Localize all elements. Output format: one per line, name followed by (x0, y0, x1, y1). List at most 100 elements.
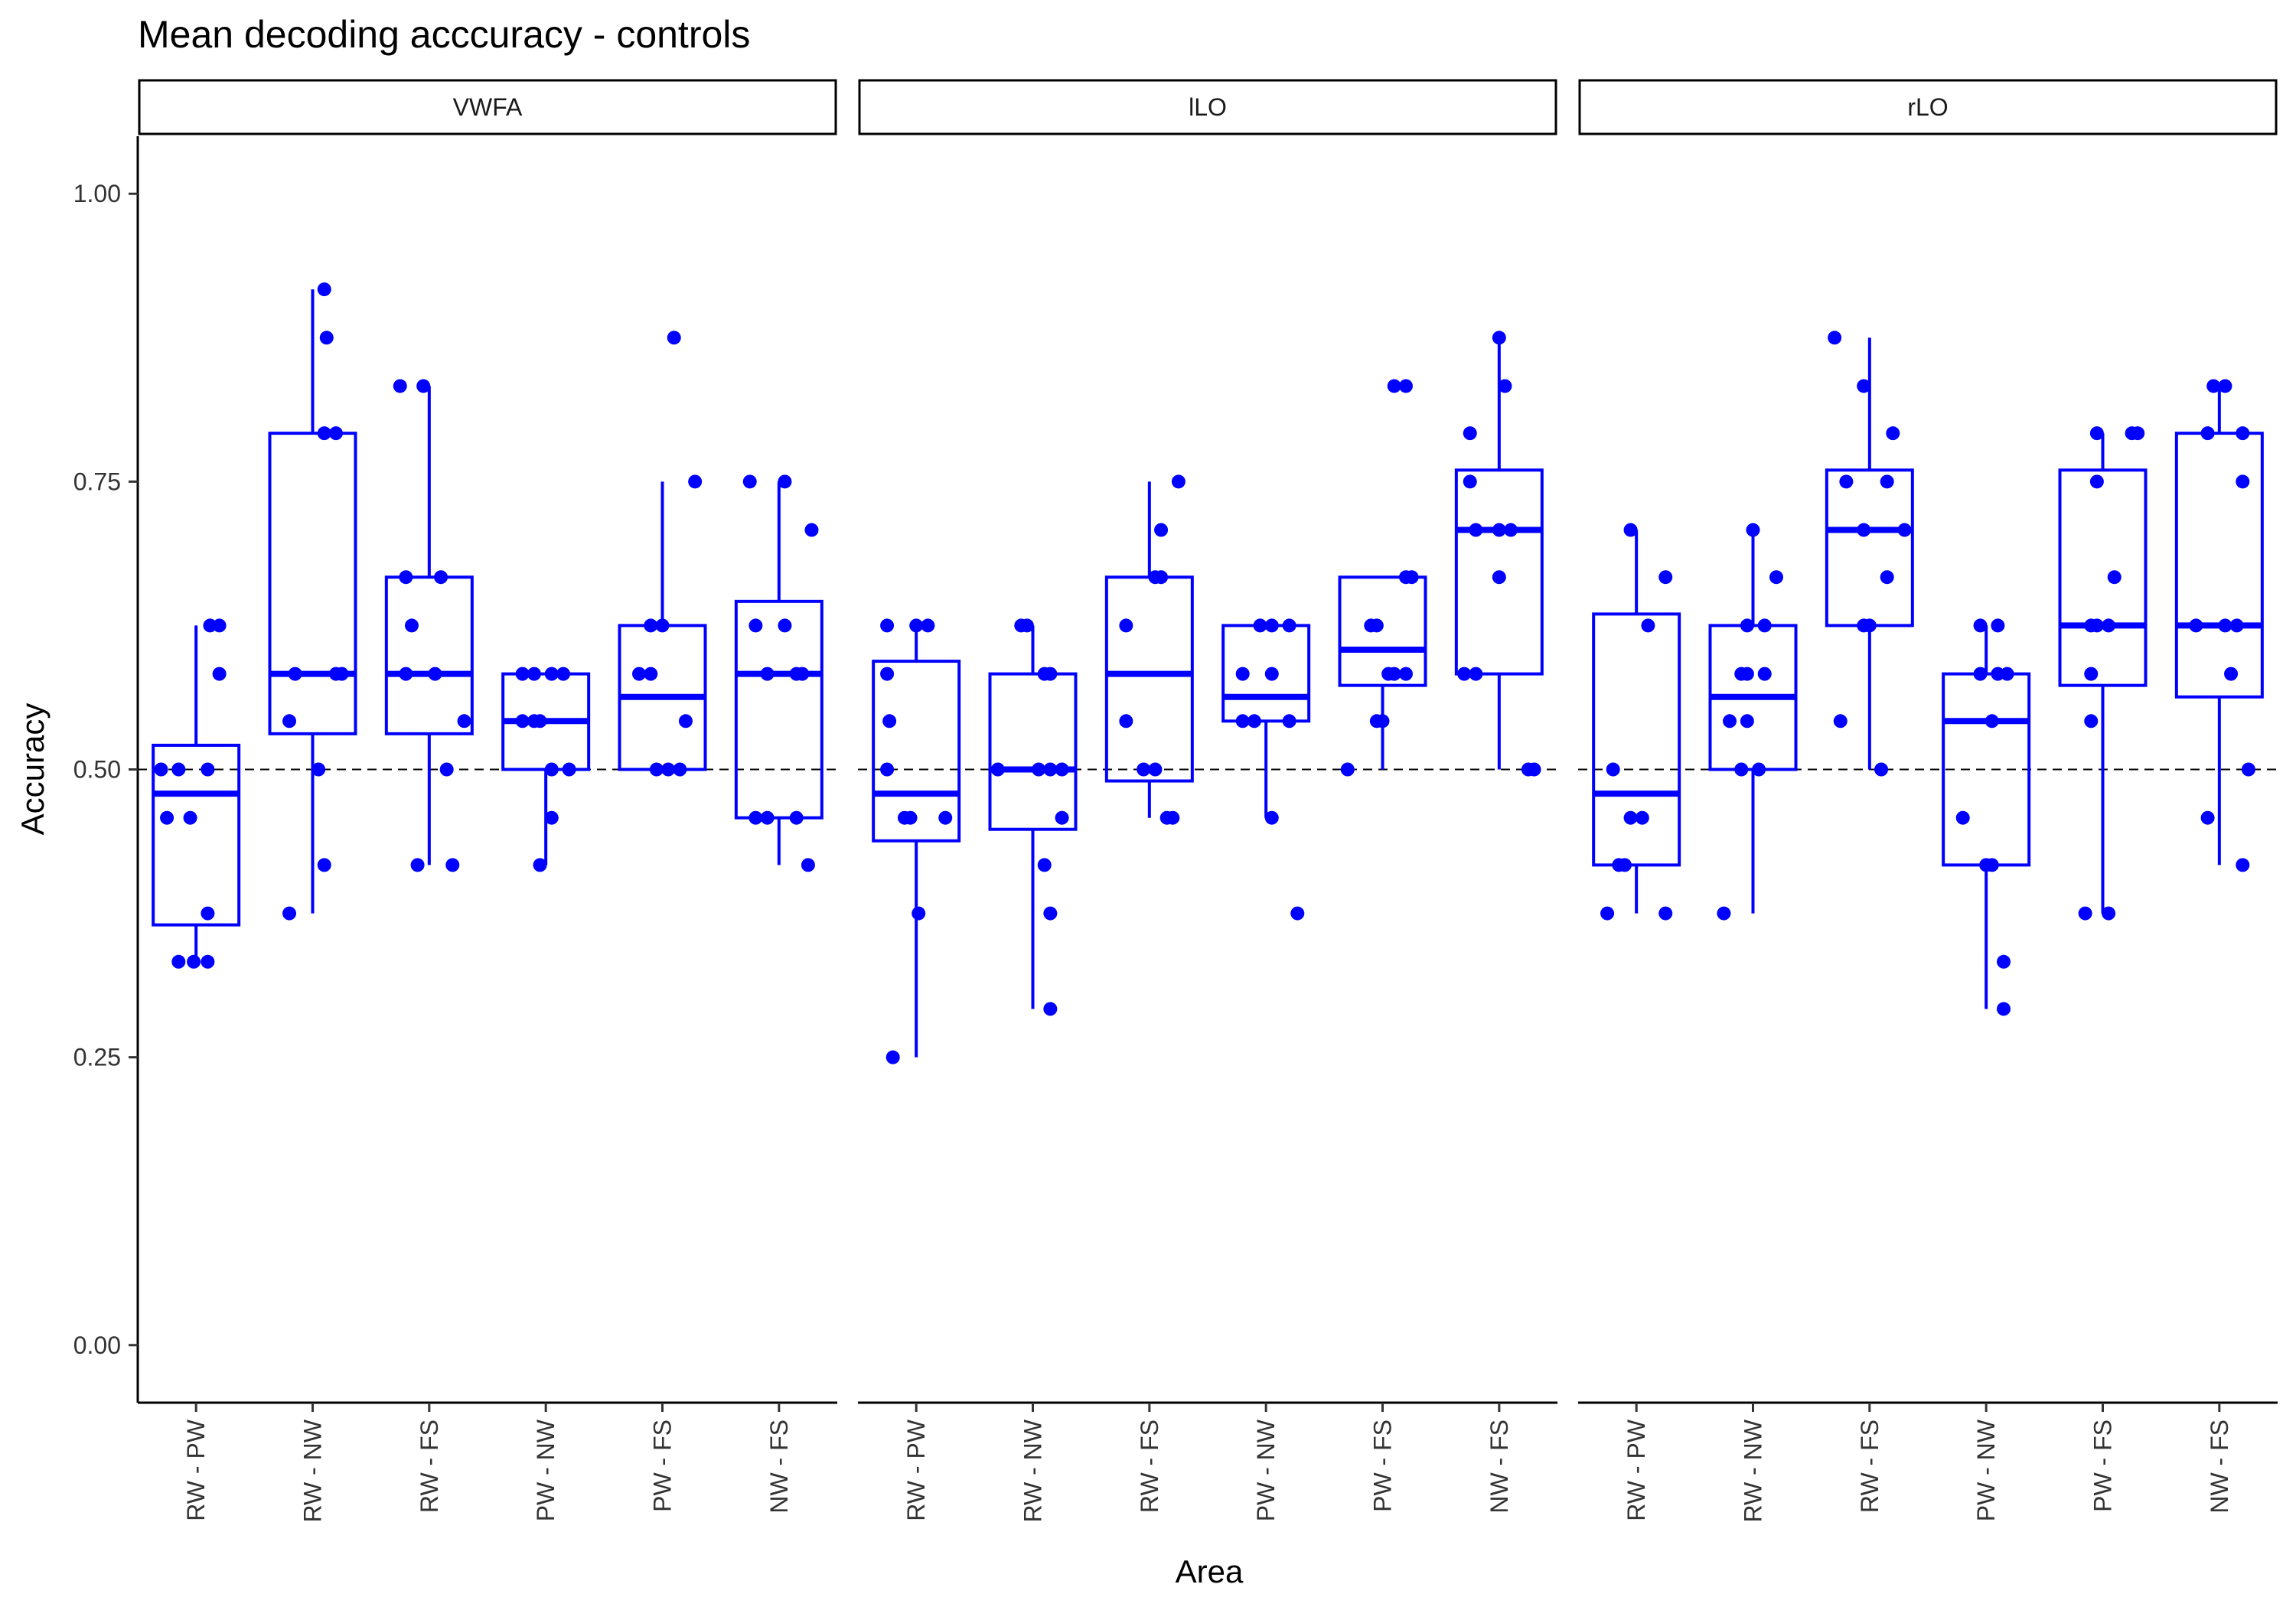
box (872, 660, 961, 843)
data-point (2084, 667, 2099, 681)
box-group (1708, 523, 1798, 921)
data-point (1723, 714, 1737, 729)
data-point (2206, 379, 2221, 393)
data-point (804, 523, 819, 537)
data-point (1043, 1002, 1058, 1016)
data-point (1492, 523, 1506, 537)
data-point (2102, 906, 2116, 921)
data-point (1043, 762, 1058, 777)
data-point (1973, 618, 1988, 633)
box-group (1825, 331, 1914, 777)
data-point (187, 954, 201, 969)
data-point (1740, 714, 1754, 729)
data-point (393, 379, 407, 393)
data-point (1247, 714, 1261, 729)
x-tick-label: RW - NW (1740, 1419, 1767, 1522)
data-point (1985, 858, 1999, 872)
data-point (2241, 762, 2255, 777)
x-tick-label: RW - PW (902, 1419, 930, 1521)
data-point (212, 618, 227, 633)
data-point (1375, 714, 1390, 729)
x-tick-label: PW - NW (1252, 1419, 1280, 1521)
box (734, 599, 823, 820)
data-point (748, 618, 763, 633)
data-point (632, 667, 647, 681)
x-tick-label: PW - FS (2089, 1420, 2117, 1512)
panels: VWFA RW - PW RW - NW RW - FS PW - NW PW - FS N… (138, 79, 2278, 1522)
x-tick-label: RW - NW (1019, 1419, 1047, 1522)
box (2174, 432, 2264, 699)
data-point (1264, 667, 1279, 681)
data-point (1828, 331, 1842, 345)
data-point (201, 906, 215, 921)
data-point (880, 618, 895, 633)
data-point (1398, 667, 1413, 681)
data-point (319, 331, 334, 345)
data-point (404, 618, 419, 633)
data-point (399, 667, 413, 681)
data-point (1148, 762, 1163, 777)
data-point (439, 762, 454, 777)
data-point (885, 1050, 900, 1064)
data-point (1032, 762, 1046, 777)
data-point (527, 667, 541, 681)
data-point (1658, 906, 1673, 921)
box-group (734, 474, 823, 872)
facet-strip-label: lLO (1189, 93, 1227, 121)
y-tick-label: 0.25 (73, 1044, 121, 1071)
data-point (1457, 667, 1472, 681)
data-point (1290, 906, 1305, 921)
data-point (2200, 426, 2215, 441)
data-point (1997, 1002, 2011, 1016)
data-point (399, 570, 413, 585)
data-point (1617, 858, 1632, 872)
data-point (655, 618, 670, 633)
data-point (1253, 618, 1267, 633)
data-point (1839, 474, 1854, 489)
data-point (201, 762, 215, 777)
data-point (667, 331, 681, 345)
data-point (778, 474, 792, 489)
data-point (1235, 714, 1250, 729)
data-point (2236, 426, 2250, 441)
x-tick-label: RW - PW (1623, 1419, 1650, 1521)
data-point (428, 667, 442, 681)
box (988, 672, 1078, 831)
data-point (1880, 570, 1894, 585)
data-point (1469, 523, 1483, 537)
data-point (1166, 810, 1180, 825)
facet-strip-label: rLO (1907, 93, 1948, 121)
x-tick-label: RW - NW (299, 1419, 327, 1522)
data-point (2218, 618, 2232, 633)
data-point (1282, 618, 1296, 633)
data-point (445, 858, 460, 872)
data-point (1874, 762, 1889, 777)
data-point (2102, 618, 2116, 633)
data-point (909, 618, 924, 633)
data-point (2218, 379, 2232, 393)
data-point (2107, 570, 2122, 585)
data-point (1055, 762, 1069, 777)
box-group (2058, 426, 2148, 921)
data-point (1119, 714, 1133, 729)
data-point (2078, 906, 2092, 921)
data-point (1137, 762, 1151, 777)
data-point (880, 762, 895, 777)
x-axis-title: Area (1176, 1553, 1244, 1589)
data-point (2089, 426, 2104, 441)
data-point (1387, 379, 1401, 393)
y-tick-label: 0.75 (73, 468, 121, 495)
box-group (1592, 523, 1681, 921)
y-axis: 0.00 0.25 0.50 0.75 1.00 (73, 136, 139, 1403)
data-point (1119, 618, 1133, 633)
data-point (288, 667, 302, 681)
data-point (661, 762, 676, 777)
data-point (1740, 618, 1754, 633)
data-point (1985, 714, 1999, 729)
data-point (1752, 762, 1766, 777)
data-point (778, 618, 792, 633)
data-point (171, 762, 186, 777)
data-point (2089, 618, 2104, 633)
data-point (1880, 474, 1894, 489)
data-point (1862, 618, 1877, 633)
